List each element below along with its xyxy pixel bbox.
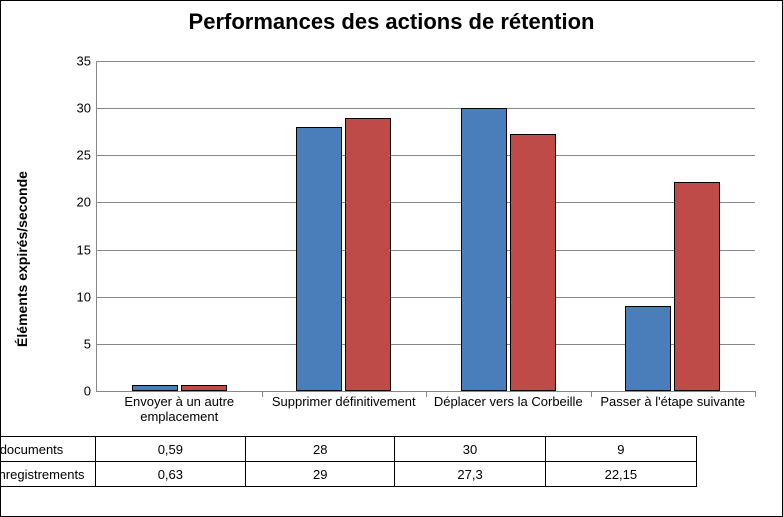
data-cell: 22,15 xyxy=(545,462,696,487)
data-cell: 27,3 xyxy=(395,462,545,487)
y-tick-label: 15 xyxy=(77,242,97,257)
x-tick-label: Déplacer vers la Corbeille xyxy=(426,391,591,410)
y-axis-label: Éléments expirés/seconde xyxy=(14,171,30,347)
data-cell: 0,63 xyxy=(95,462,245,487)
data-cell: 0,59 xyxy=(95,437,245,462)
y-tick-label: 10 xyxy=(77,289,97,304)
legend-label: Centre de documents xyxy=(0,442,63,457)
y-tick-label: 35 xyxy=(77,54,97,69)
x-tick-sep xyxy=(755,391,756,397)
gridline xyxy=(97,155,755,156)
x-tick-label: Envoyer à un autre emplacement xyxy=(97,391,262,425)
chart-frame: Performances des actions de rétention Él… xyxy=(0,0,783,517)
gridline xyxy=(97,108,755,109)
bar xyxy=(674,182,720,391)
table-row: Centre de documents 0,5928309 xyxy=(0,437,697,462)
legend-label: Centre d'enregistrements xyxy=(0,467,85,482)
bar xyxy=(345,118,391,391)
legend-cell: Centre de documents xyxy=(0,437,95,462)
plot-area: 05101520253035Envoyer à un autre emplace… xyxy=(96,61,755,392)
y-tick-label: 30 xyxy=(77,101,97,116)
data-cell: 30 xyxy=(395,437,545,462)
x-tick-label: Passer à l'étape suivante xyxy=(591,391,756,410)
table-row: Centre d'enregistrements 0,632927,322,15 xyxy=(0,462,697,487)
data-table: Centre de documents0,5928309Centre d'enr… xyxy=(0,436,697,487)
data-cell: 9 xyxy=(545,437,696,462)
chart-title: Performances des actions de rétention xyxy=(1,9,782,35)
gridline xyxy=(97,202,755,203)
data-cell: 28 xyxy=(246,437,395,462)
y-tick-label: 5 xyxy=(84,336,97,351)
legend-cell: Centre d'enregistrements xyxy=(0,462,95,487)
bar xyxy=(510,134,556,391)
y-tick-label: 0 xyxy=(84,384,97,399)
gridline xyxy=(97,250,755,251)
data-cell: 29 xyxy=(246,462,395,487)
gridline xyxy=(97,297,755,298)
x-tick-label: Supprimer définitivement xyxy=(262,391,427,410)
y-tick-label: 20 xyxy=(77,195,97,210)
y-tick-label: 25 xyxy=(77,148,97,163)
bar xyxy=(296,127,342,391)
bar xyxy=(625,306,671,391)
gridline xyxy=(97,61,755,62)
bar xyxy=(461,108,507,391)
